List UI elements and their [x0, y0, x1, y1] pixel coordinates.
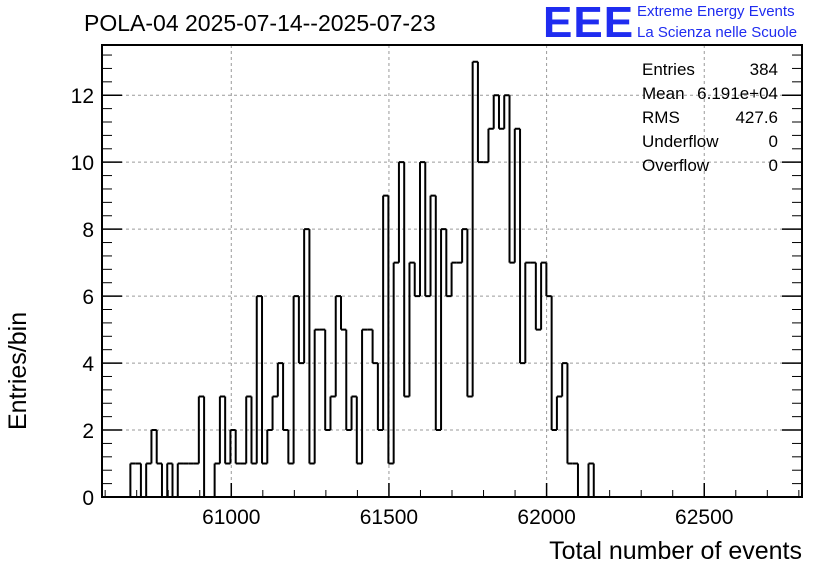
- stat-label-underflow: Underflow: [642, 132, 719, 151]
- histogram-bin: [534, 262, 542, 331]
- histogram-bin: [276, 362, 284, 397]
- stats-box: Entries 384 Mean 6.191e+04 RMS 427.6 Und…: [642, 60, 778, 180]
- histogram-bin: [471, 60, 478, 397]
- histogram-bin: [361, 328, 368, 464]
- histogram-bin: [561, 362, 568, 397]
- histogram-bin: [503, 94, 510, 129]
- histogram-bin: [587, 462, 595, 497]
- histogram-bin: [229, 429, 236, 464]
- histogram-bin: [287, 430, 294, 465]
- histogram-bin: [224, 396, 231, 465]
- logo-line-1: Extreme Energy Events: [637, 3, 795, 20]
- histogram-bin: [271, 395, 278, 431]
- stat-label-rms: RMS: [642, 108, 680, 127]
- histogram-bin: [397, 161, 405, 263]
- x-axis-ticks: 61000 61500 62000 62500: [104, 483, 800, 529]
- histogram-bin: [329, 395, 336, 431]
- histogram-bin: [461, 228, 468, 263]
- y-tick-label: 2: [82, 420, 94, 443]
- histogram-bin: [355, 396, 363, 465]
- histogram-bars: [129, 60, 595, 497]
- histogram-bin: [555, 395, 563, 431]
- stat-row-underflow: Underflow 0: [642, 132, 778, 156]
- histogram-bin: [487, 127, 494, 163]
- histogram-bin: [334, 295, 342, 397]
- stat-label-mean: Mean: [642, 84, 685, 103]
- histogram-bin: [524, 261, 531, 364]
- eee-logo: EEE: [543, 0, 635, 47]
- x-tick-label: 62500: [675, 506, 733, 529]
- stat-row-entries: Entries 384: [642, 60, 778, 84]
- histogram-bin: [450, 261, 457, 297]
- histogram-bin: [566, 363, 573, 465]
- x-tick-label: 61500: [360, 506, 418, 529]
- y-tick-label: 12: [71, 85, 94, 108]
- stat-label-overflow: Overflow: [642, 156, 710, 175]
- y-tick-label: 10: [71, 152, 94, 175]
- x-axis-label: Total number of events: [549, 537, 802, 565]
- histogram-bin: [466, 229, 473, 398]
- y-tick-label: 6: [82, 286, 94, 309]
- histogram-bin: [440, 228, 447, 431]
- histogram-bin: [492, 94, 499, 129]
- y-tick-label: 8: [82, 219, 94, 242]
- histogram-bin: [418, 161, 426, 297]
- histogram-bin: [292, 295, 299, 464]
- histogram-bin: [250, 396, 257, 465]
- histogram-bin: [508, 95, 515, 264]
- histogram-bin: [213, 462, 220, 497]
- histogram-bin: [371, 329, 378, 365]
- histogram-bin: [145, 462, 152, 497]
- histogram-bin: [234, 430, 241, 465]
- y-tick-label: 4: [82, 353, 94, 376]
- histogram-bin: [266, 429, 273, 464]
- stat-row-rms: RMS 427.6: [642, 108, 778, 132]
- x-tick-label: 61000: [202, 506, 260, 529]
- histogram-bin: [308, 229, 315, 465]
- stat-label-entries: Entries: [642, 60, 695, 79]
- histogram-bin: [476, 61, 484, 164]
- histogram-bin: [176, 462, 184, 497]
- histogram-bin: [261, 296, 268, 465]
- histogram-bin: [150, 429, 157, 464]
- histogram-bin: [545, 262, 552, 298]
- y-axis-ticks: 0 2 4 6 8 10 12: [71, 54, 802, 510]
- histogram-bin: [340, 296, 347, 331]
- y-tick-label: 0: [82, 487, 94, 510]
- histogram-bin: [403, 162, 410, 398]
- chart-title: POLA-04 2025-07-14--2025-07-23: [84, 10, 436, 36]
- stat-value-underflow: 0: [768, 132, 778, 151]
- stat-value-rms: 427.6: [735, 108, 778, 127]
- histogram-bin: [129, 462, 136, 497]
- histogram-bin: [387, 195, 394, 465]
- histogram-bin: [392, 261, 399, 464]
- stat-value-mean: 6.191e+04: [697, 84, 778, 103]
- stat-value-overflow: 0: [768, 156, 778, 175]
- y-axis-label: Entries/bin: [4, 311, 32, 430]
- stat-row-overflow: Overflow 0: [642, 156, 778, 180]
- histogram-bin: [255, 295, 263, 464]
- stat-value-entries: 384: [749, 60, 778, 79]
- x-tick-label: 62000: [517, 506, 575, 529]
- logo-line-2: La Scienza nelle Scuole: [637, 24, 798, 41]
- histogram-bin: [313, 328, 320, 464]
- histogram-bin: [303, 228, 310, 364]
- histogram-bin: [155, 430, 162, 465]
- histogram-bin: [282, 363, 289, 432]
- stat-row-mean: Mean 6.191e+04: [642, 84, 778, 108]
- histogram-bin: [497, 95, 505, 130]
